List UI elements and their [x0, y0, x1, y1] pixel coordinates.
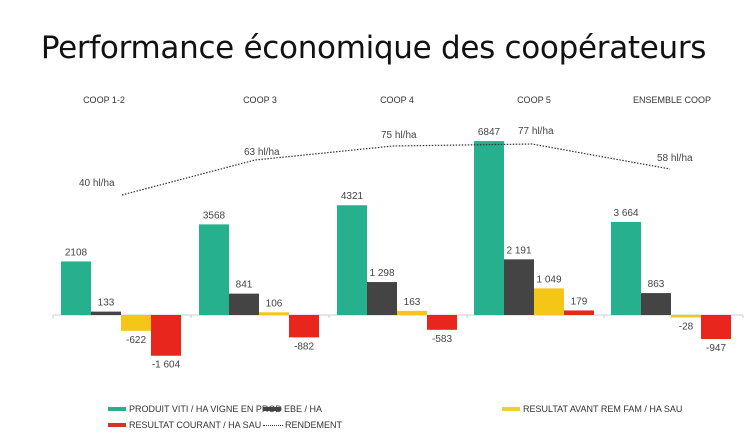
legend-swatch-produit — [108, 407, 126, 411]
bar-value-label: 3 664 — [613, 208, 638, 219]
bar — [701, 315, 731, 340]
bar — [671, 315, 701, 318]
legend-label: RESULTAT COURANT / HA SAU — [129, 420, 262, 430]
bar — [427, 315, 457, 330]
bar — [61, 261, 91, 315]
legend-item-rendement: RENDEMENT — [263, 420, 342, 430]
bar-value-label: 163 — [404, 297, 421, 308]
bar — [641, 293, 671, 315]
bar — [199, 224, 229, 315]
rendement-label: 75 hl/ha — [381, 130, 417, 141]
bar — [534, 288, 564, 315]
bar — [259, 312, 289, 315]
bar-value-label: -947 — [706, 343, 726, 354]
bar — [504, 259, 534, 315]
legend-swatch-resultat-avant — [502, 407, 520, 411]
legend-label: PRODUIT VITI / HA VIGNE EN PROD — [129, 404, 282, 414]
bar — [564, 310, 594, 315]
bar — [151, 315, 181, 356]
chart-title: Performance économique des coopérateurs — [40, 30, 707, 66]
rendement-label: 77 hl/ha — [518, 126, 554, 137]
bar-value-label: 179 — [571, 296, 588, 307]
group-label-ensemble-coop: ENSEMBLE COOP — [632, 95, 712, 105]
bar — [367, 282, 397, 315]
bar-value-label: 2 191 — [506, 245, 531, 256]
bar-value-label: 863 — [648, 279, 665, 290]
bar-value-label: 2108 — [65, 247, 88, 258]
bar-value-label: 106 — [266, 298, 283, 309]
bar-value-label: 4321 — [341, 191, 364, 202]
bar-value-label: 133 — [98, 298, 115, 309]
bar-value-label: -1 604 — [152, 360, 181, 371]
bar — [289, 315, 319, 338]
bar-value-label: 6847 — [478, 127, 501, 138]
bar-value-label: 841 — [236, 280, 253, 291]
bar-value-label: 1 298 — [369, 268, 394, 279]
legend-label: RENDEMENT — [285, 420, 343, 430]
bar-value-label: -622 — [126, 335, 146, 346]
legend-label: EBE / HA — [284, 404, 323, 414]
bar — [121, 315, 151, 331]
bar-value-label: 1 049 — [536, 274, 561, 285]
group-label-coop-1-2: COOP 1-2 — [83, 95, 125, 105]
group-label-coop-3: COOP 3 — [243, 95, 277, 105]
legend-item-resultat-courant: RESULTAT COURANT / HA SAU — [108, 420, 261, 430]
legend-item-ebe: EBE / HA — [263, 404, 322, 414]
bar — [611, 221, 641, 315]
legend-swatch-rendement — [263, 424, 283, 426]
group-label-coop-4: COOP 4 — [380, 95, 414, 105]
rendement-label: 58 hl/ha — [657, 153, 693, 164]
bar — [337, 205, 367, 315]
group-label-coop-5: COOP 5 — [517, 95, 551, 105]
legend-item-produit: PRODUIT VITI / HA VIGNE EN PROD — [108, 404, 282, 414]
legend-swatch-resultat-courant — [108, 423, 126, 427]
legend-item-resultat-avant: RESULTAT AVANT REM FAM / HA SAU — [502, 404, 682, 414]
bar — [474, 141, 504, 315]
bar — [397, 310, 427, 315]
bar — [229, 293, 259, 315]
rendement-label: 63 hl/ha — [244, 147, 280, 158]
legend-label: RESULTAT AVANT REM FAM / HA SAU — [523, 404, 683, 414]
bar-value-label: 3568 — [203, 210, 226, 221]
bar — [91, 311, 121, 315]
rendement-label: 40 hl/ha — [79, 178, 115, 189]
legend-swatch-ebe — [263, 407, 281, 411]
bar-value-label: -583 — [432, 334, 452, 345]
bar-value-label: -28 — [679, 322, 694, 333]
bar-value-label: -882 — [294, 341, 314, 352]
rendement-line — [121, 143, 671, 196]
